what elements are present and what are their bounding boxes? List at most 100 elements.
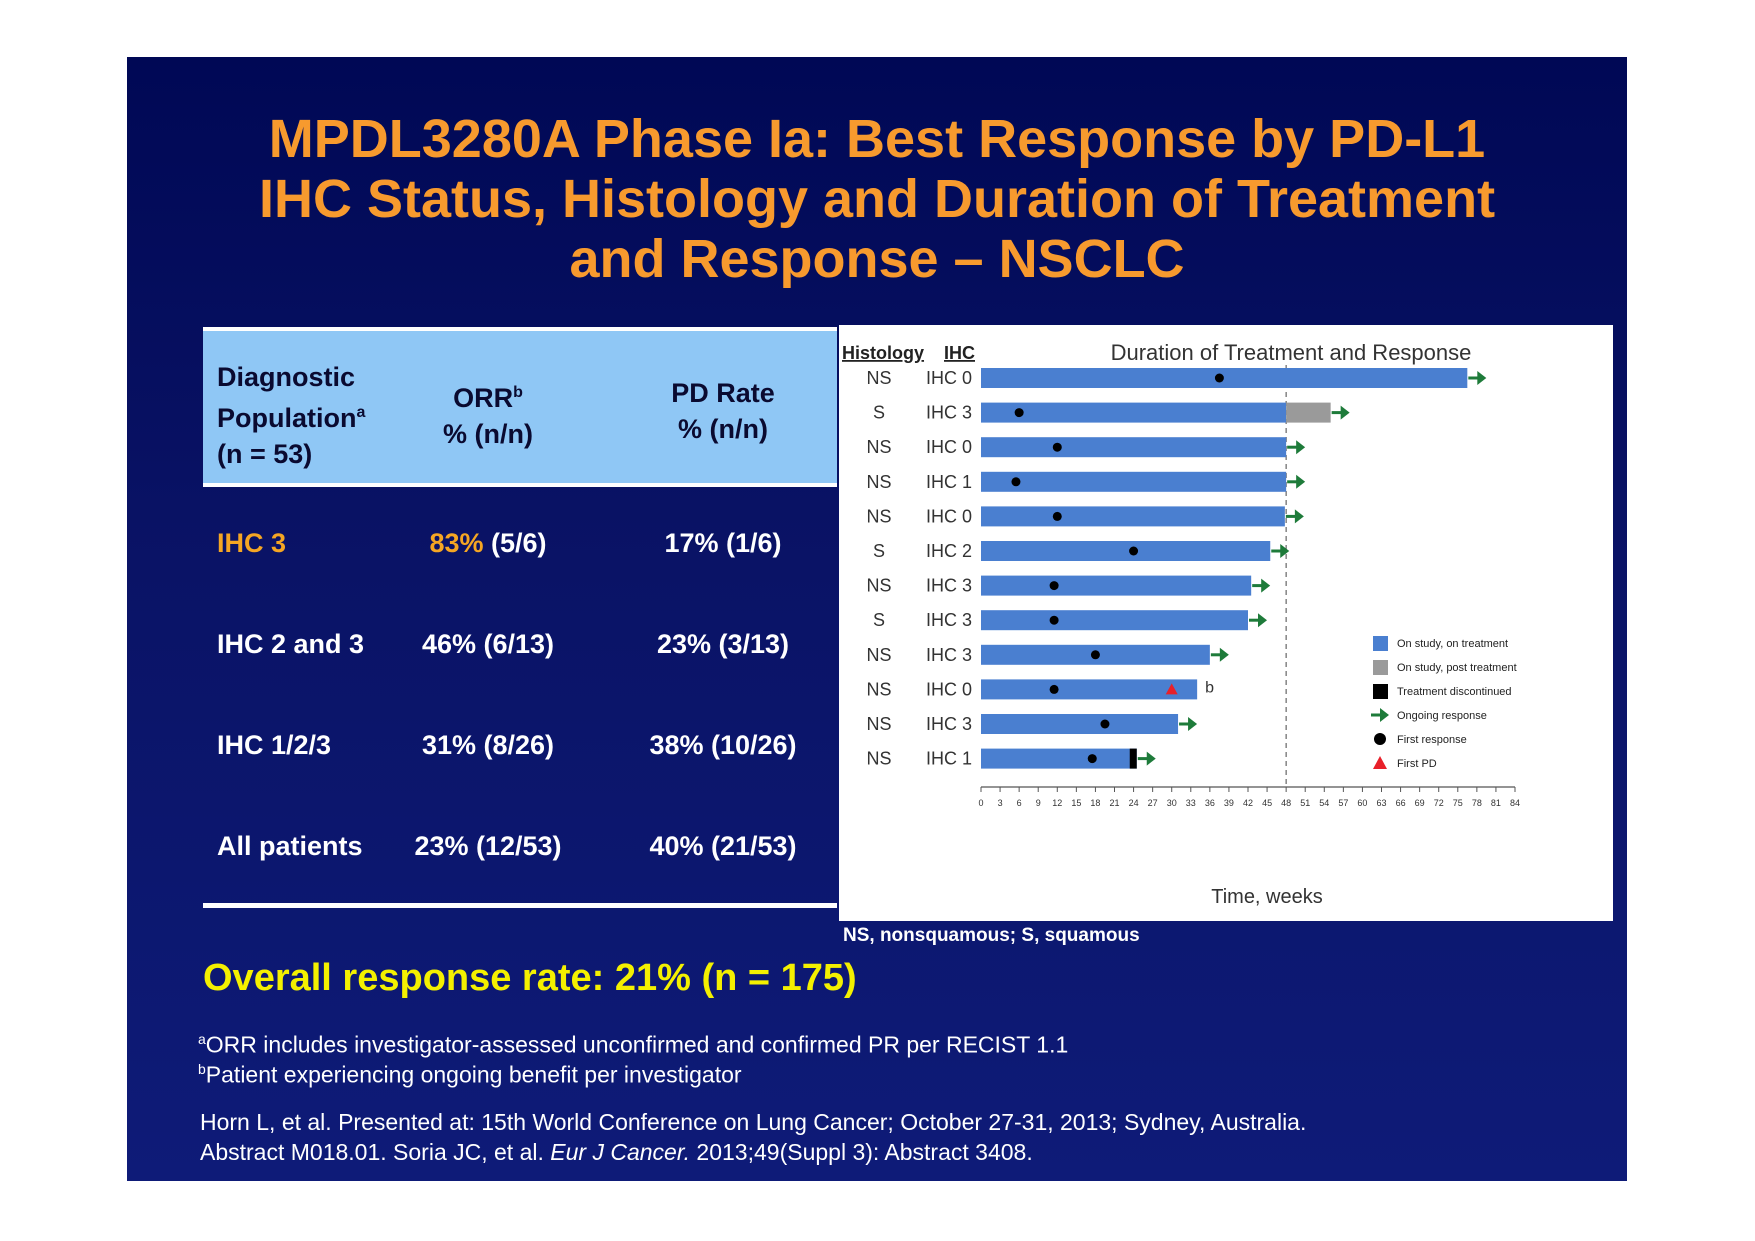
ongoing-arrow-head <box>1261 578 1271 593</box>
legend-swatch <box>1374 733 1386 745</box>
ihc-label: IHC 3 <box>926 403 972 423</box>
ihc-label: IHC 0 <box>926 437 972 457</box>
on-treatment-bar <box>981 575 1252 596</box>
table-row: IHC 2 and 3 46% (6/13) 23% (3/13) <box>203 629 837 669</box>
ongoing-arrow-head <box>1258 613 1267 628</box>
ihc-label: IHC 0 <box>926 368 972 388</box>
on-treatment-bar <box>981 610 1248 631</box>
ongoing-arrow-head <box>1188 717 1198 731</box>
first-response-marker <box>1214 373 1224 383</box>
discontinued-marker <box>1129 748 1137 769</box>
title-line-1: MPDL3280A Phase Ia: Best Response by PD-… <box>268 109 1486 169</box>
x-tick-label: 9 <box>1036 798 1041 808</box>
orr-cell: 46% (6/13) <box>421 629 555 659</box>
header-diagnostic-population: Diagnostic Populationa (n = 53) <box>217 362 366 469</box>
first-response-marker <box>1090 650 1100 660</box>
x-tick-label: 27 <box>1148 798 1158 808</box>
histology-label: S <box>873 610 885 630</box>
legend-label: First PD <box>1397 758 1437 770</box>
ongoing-arrow <box>1179 717 1198 731</box>
legend-label: On study, on treatment <box>1397 638 1508 650</box>
histology-column-header: Histology <box>842 343 924 363</box>
histology-label: NS <box>866 714 891 734</box>
title-line-3: and Response – NSCLC <box>569 229 1185 289</box>
legend-item-first_response: First response <box>1374 733 1467 746</box>
ongoing-arrow <box>1287 474 1306 489</box>
ongoing-arrow-head <box>1296 474 1306 489</box>
legend-swatch <box>1371 708 1389 722</box>
table-bottom-rule <box>203 903 837 908</box>
histology-label: NS <box>866 472 891 492</box>
legend-item-ongoing: Ongoing response <box>1371 708 1487 722</box>
on-treatment-bar <box>981 748 1137 769</box>
pd-cell: 38% (10/26) <box>649 730 797 760</box>
ongoing-arrow-head <box>1280 544 1290 558</box>
table-row: IHC 1/2/3 31% (8/26) 38% (10/26) <box>203 730 837 770</box>
ongoing-arrow-head <box>1340 405 1350 420</box>
x-tick-label: 51 <box>1300 798 1310 808</box>
x-tick-label: 33 <box>1186 798 1196 808</box>
row-note: b <box>1205 679 1214 696</box>
x-axis-label: Time, weeks <box>1211 886 1323 908</box>
on-treatment-bar <box>981 541 1271 561</box>
legend-swatch <box>1373 660 1388 675</box>
ongoing-arrow <box>1249 613 1267 628</box>
ihc-label: IHC 3 <box>926 576 972 596</box>
x-tick-label: 24 <box>1129 798 1139 808</box>
legend-label: Ongoing response <box>1397 710 1487 722</box>
ongoing-arrow <box>1252 578 1271 593</box>
swimmer-chart-svg: Duration of Treatment and Response Histo… <box>842 340 1520 908</box>
x-tick-label: 57 <box>1338 798 1348 808</box>
plot-area: NS IHC 0 S IHC 3 NS IHC 0 NS IHC 1 NS IHC 0 S IHC 2… <box>866 365 1487 787</box>
ihc-column-header: IHC <box>944 343 975 363</box>
header-orr: ORRb % (n/n) <box>443 383 533 449</box>
ongoing-arrow <box>1271 544 1290 558</box>
x-tick-label: 30 <box>1167 798 1177 808</box>
x-tick-label: 12 <box>1052 798 1062 808</box>
x-tick-label: 72 <box>1434 798 1444 808</box>
post-treatment-bar <box>1286 402 1331 423</box>
first-response-marker <box>1014 408 1024 418</box>
histology-label: S <box>873 541 885 561</box>
table-row: All patients 23% (12/53) 40% (21/53) <box>203 831 837 871</box>
first-response-marker <box>1049 615 1059 625</box>
footnote-a: aORR includes investigator-assessed unco… <box>198 1031 1069 1058</box>
ihc-label: IHC 0 <box>926 679 972 699</box>
on-treatment-bar <box>981 437 1287 458</box>
ongoing-arrow-head <box>1380 708 1389 722</box>
legend-item-first_pd: First PD <box>1373 756 1437 770</box>
legend-label: First response <box>1397 734 1467 746</box>
ongoing-arrow-head <box>1146 751 1156 766</box>
ihc-label: IHC 3 <box>926 610 972 630</box>
ihc-label: IHC 3 <box>926 645 972 665</box>
ongoing-arrow <box>1137 751 1156 766</box>
x-tick-label: 84 <box>1510 798 1520 808</box>
first-response-marker <box>1011 477 1021 487</box>
on-treatment-bar <box>981 679 1198 700</box>
x-tick-label: 36 <box>1205 798 1215 808</box>
chart-abbreviation-note: NS, nonsquamous; S, squamous <box>843 925 1140 946</box>
swimmer-chart: Duration of Treatment and Response Histo… <box>839 325 1613 921</box>
legend-item-on_treatment: On study, on treatment <box>1373 636 1508 651</box>
x-tick-label: 66 <box>1396 798 1406 808</box>
x-tick-label: 63 <box>1376 798 1386 808</box>
first-response-marker <box>1052 511 1062 521</box>
header-pd-rate: PD Rate % (n/n) <box>671 378 775 444</box>
ihc-label: IHC 0 <box>926 506 972 526</box>
first-response-marker <box>1049 581 1059 591</box>
orr-cell: 31% (8/26) <box>421 730 555 760</box>
ihc-label: IHC 2 <box>926 541 972 561</box>
histology-label: NS <box>866 576 891 596</box>
ongoing-arrow <box>1210 647 1229 662</box>
first-response-marker <box>1129 546 1139 556</box>
population-cell: All patients <box>217 831 363 861</box>
population-cell: IHC 1/2/3 <box>217 730 332 760</box>
x-tick-label: 3 <box>998 798 1003 808</box>
x-tick-label: 39 <box>1224 798 1234 808</box>
ongoing-arrow-head <box>1296 440 1306 455</box>
ongoing-arrow-head <box>1219 647 1229 662</box>
ongoing-arrow <box>1468 371 1487 385</box>
legend-item-post_treatment: On study, post treatment <box>1373 660 1517 675</box>
x-tick-label: 6 <box>1017 798 1022 808</box>
reference-line-2: Abstract M018.01. Soria JC, et al. Eur J… <box>200 1139 1033 1165</box>
